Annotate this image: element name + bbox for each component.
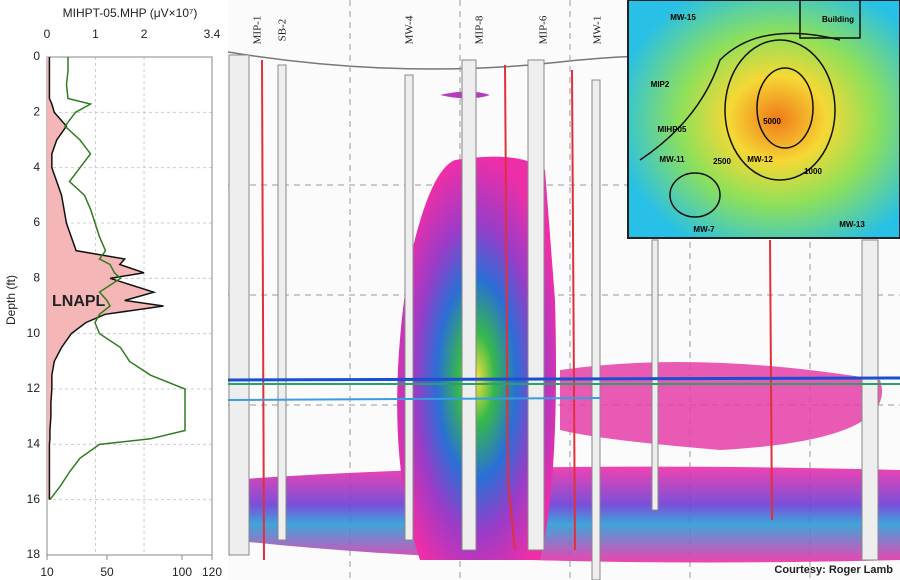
well-label: MIP-8 bbox=[474, 15, 486, 44]
credit: Courtesy: Roger Lamb bbox=[774, 564, 893, 576]
y-tick-label: 10 bbox=[27, 326, 41, 340]
y-tick-label: 2 bbox=[33, 105, 40, 119]
site-map: MW-15 Building MIP2 MIHP05 MW-11 MW-12 MW-7 MW-… bbox=[627, 0, 900, 239]
x-tick-label: 3.4 bbox=[204, 27, 221, 41]
well-label: MW-1 bbox=[592, 16, 604, 45]
y-tick-label: 4 bbox=[33, 160, 40, 174]
chart-title: MIHPT-05.MHP (μV×10⁷) bbox=[63, 6, 198, 20]
well-label: MIP-1 bbox=[252, 16, 264, 45]
y-tick-label: 12 bbox=[27, 381, 41, 395]
annotation: LNAPL bbox=[52, 293, 106, 310]
map-label: MW-15 bbox=[670, 13, 696, 22]
map-label: MW-7 bbox=[693, 225, 715, 234]
y-tick-label: 0 bbox=[33, 49, 40, 63]
map-label: MW-11 bbox=[659, 155, 685, 164]
well-label: SB-2 bbox=[277, 19, 289, 42]
well-label: MIP-6 bbox=[538, 15, 550, 44]
y-tick-label: 8 bbox=[33, 271, 40, 285]
map-label: 5000 bbox=[763, 117, 781, 126]
map-label: MIHP05 bbox=[658, 125, 687, 134]
map-label: MW-12 bbox=[747, 155, 773, 164]
map-label: MIP2 bbox=[651, 80, 670, 89]
map-label: 2500 bbox=[713, 157, 731, 166]
y-axis-label: Depth (ft) bbox=[4, 275, 18, 325]
x-tick-label: 1 bbox=[92, 27, 99, 41]
y-tick-label: 16 bbox=[27, 492, 41, 506]
line bbox=[49, 57, 186, 501]
y-tick-label: 14 bbox=[27, 437, 41, 451]
area bbox=[47, 57, 164, 500]
well-label: MW-4 bbox=[404, 15, 416, 44]
x-tick-label: 2 bbox=[141, 27, 148, 41]
x-tick-label: 0 bbox=[44, 27, 51, 41]
map-label: Building bbox=[822, 15, 854, 24]
x2-tick-label: 120 bbox=[202, 565, 222, 579]
map-label: 1000 bbox=[804, 167, 822, 176]
x2-tick-label: 10 bbox=[40, 565, 54, 579]
x2-tick-label: 50 bbox=[100, 565, 114, 579]
x2-tick-label: 100 bbox=[172, 565, 192, 579]
cross-section-art bbox=[227, 0, 900, 580]
map-label: MW-13 bbox=[839, 220, 865, 229]
line bbox=[48, 57, 164, 500]
y-tick-label: 18 bbox=[27, 547, 41, 561]
y-tick-label: 6 bbox=[33, 215, 40, 229]
